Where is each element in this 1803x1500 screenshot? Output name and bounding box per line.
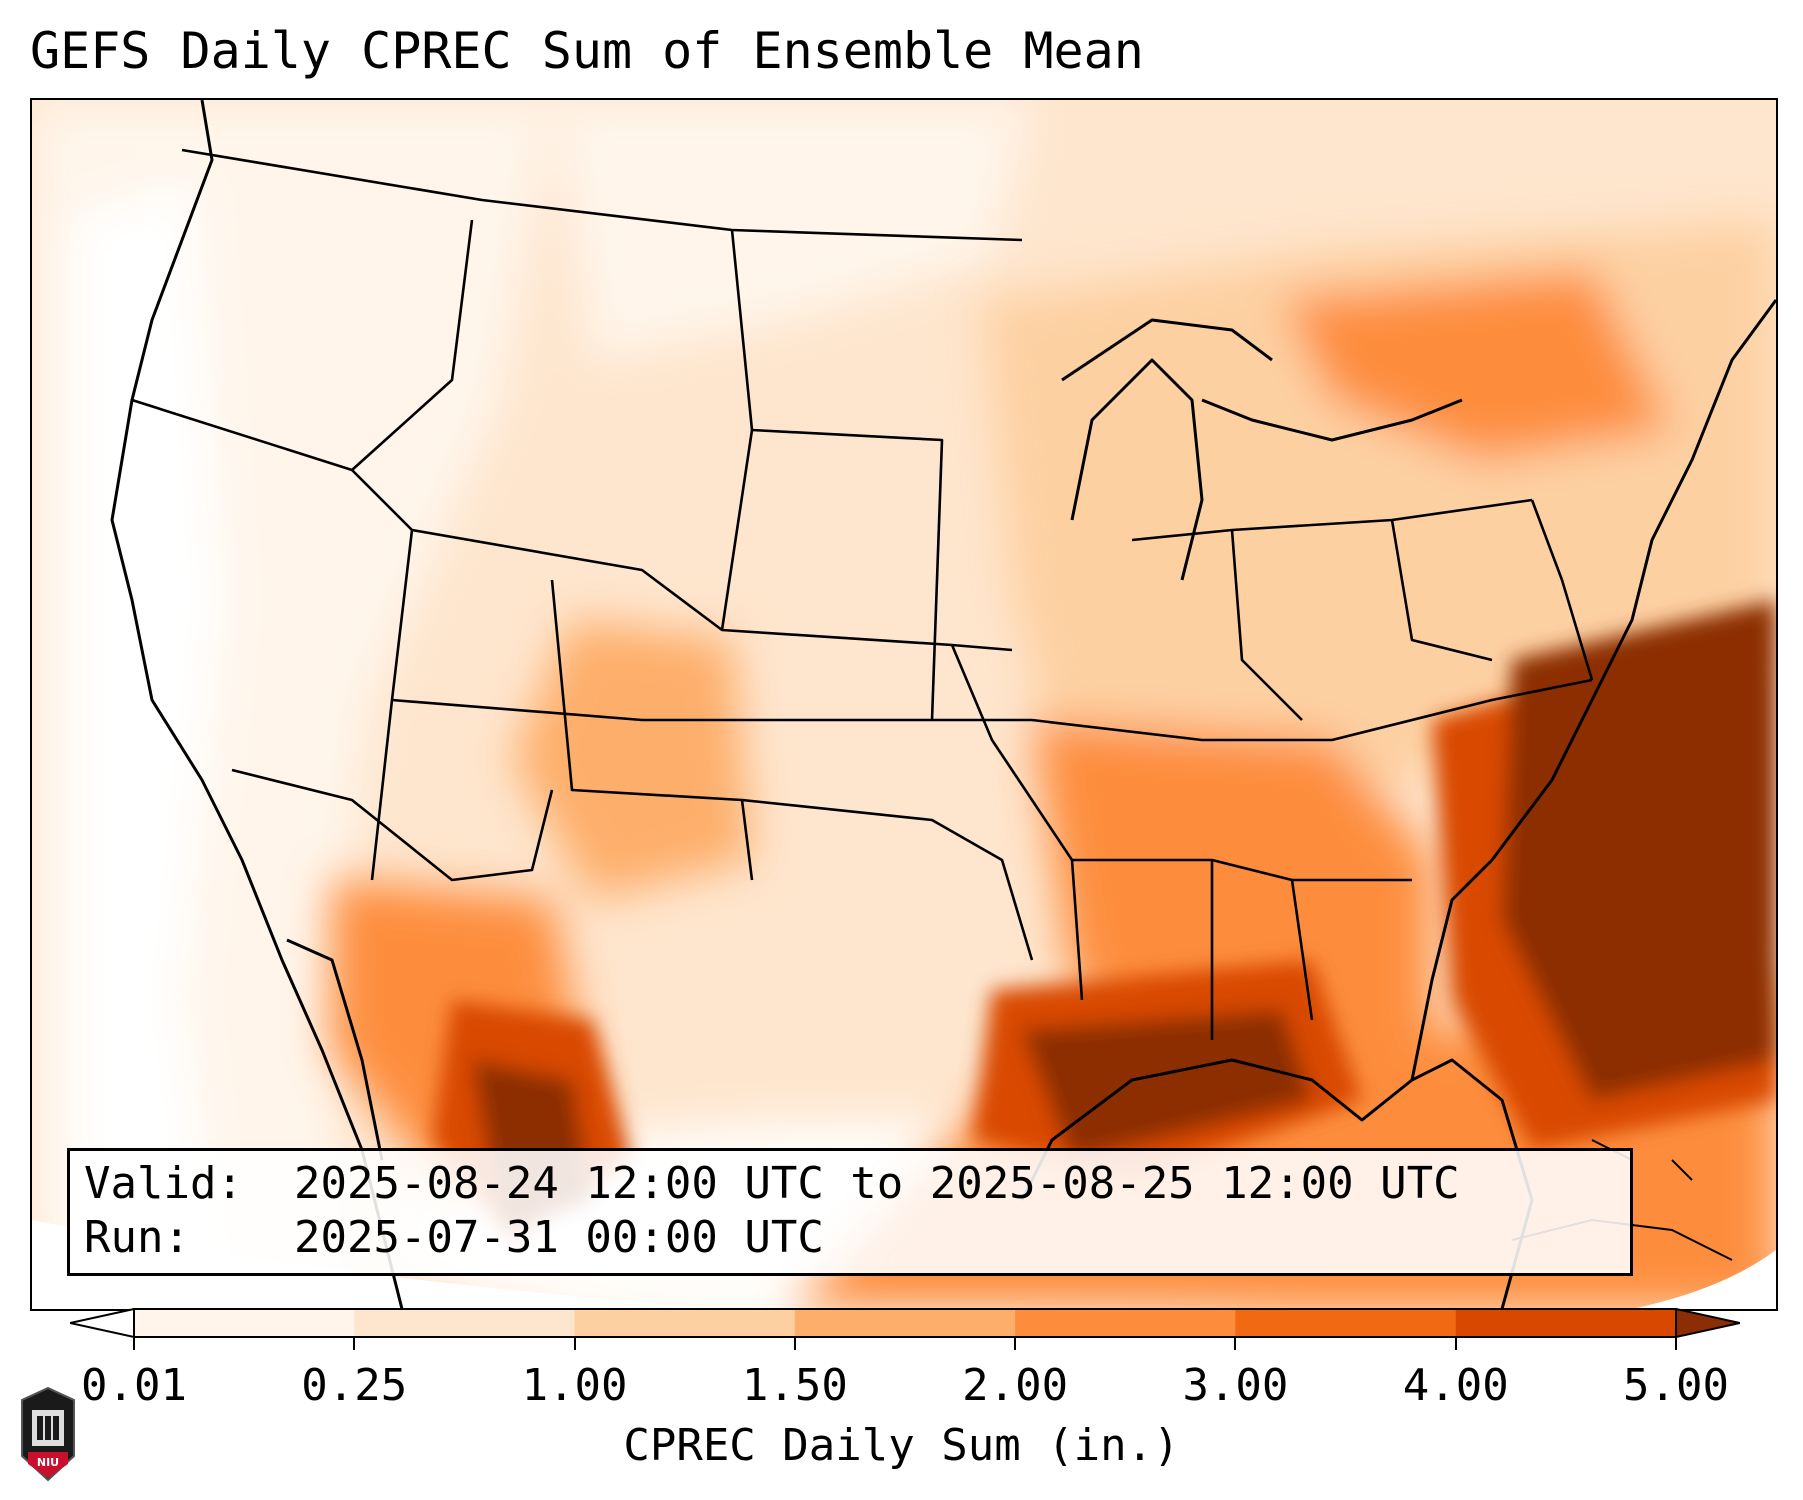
colorbar-segment bbox=[794, 1309, 1016, 1337]
colorbar-tick-label: 0.25 bbox=[301, 1360, 408, 1411]
colorbar-segment bbox=[1455, 1309, 1677, 1337]
colorbar bbox=[70, 1308, 1740, 1338]
colorbar-tick bbox=[1675, 1338, 1677, 1350]
colorbar-segment bbox=[574, 1309, 796, 1337]
projection-edge-left bbox=[32, 1220, 732, 1309]
valid-run-info-box: Valid: 2025-08-24 12:00 UTC to 2025-08-25… bbox=[67, 1148, 1633, 1276]
niu-logo: NIU bbox=[21, 1386, 75, 1482]
colorbar-tick bbox=[573, 1338, 576, 1350]
colorbar-tick-label: 5.00 bbox=[1623, 1360, 1729, 1411]
colorbar-tick-label: 3.00 bbox=[1182, 1360, 1289, 1411]
state-borders bbox=[131, 148, 1594, 1040]
colorbar-segment bbox=[1015, 1309, 1236, 1337]
run-label: Run: bbox=[84, 1212, 190, 1263]
colorbar-under-arrow bbox=[70, 1308, 135, 1338]
niu-logo-text: NIU bbox=[37, 1456, 59, 1469]
colorbar-frame bbox=[133, 1308, 1677, 1338]
colorbar-over-arrow bbox=[1675, 1308, 1740, 1338]
colorbar-ticks: 0.01 0.25 1.00 1.50 2.00 3.00 4.00 5.00 bbox=[0, 1338, 1803, 1418]
valid-label: Valid: bbox=[84, 1158, 243, 1209]
precip-map-canvas bbox=[32, 100, 1776, 1309]
precip-map bbox=[30, 98, 1778, 1311]
colorbar-tick bbox=[1234, 1338, 1237, 1350]
colorbar-label: CPREC Daily Sum (in.) bbox=[623, 1420, 1180, 1471]
colorbar-segment bbox=[354, 1309, 576, 1337]
colorbar-tick-label: 1.50 bbox=[741, 1360, 848, 1411]
colorbar-tick bbox=[133, 1338, 135, 1350]
colorbar-tick bbox=[353, 1338, 356, 1350]
projection-edge-right bbox=[1632, 1250, 1776, 1309]
valid-value: 2025-08-24 12:00 UTC to 2025-08-25 12:00… bbox=[294, 1158, 1460, 1209]
colorbar-tick-label: 1.00 bbox=[521, 1360, 628, 1411]
colorbar-tick-label: 2.00 bbox=[962, 1360, 1069, 1411]
coastlines bbox=[110, 100, 1776, 1309]
map-title: GEFS Daily CPREC Sum of Ensemble Mean bbox=[30, 22, 1144, 80]
valid-row: Valid: 2025-08-24 12:00 UTC to 2025-08-25… bbox=[84, 1157, 1616, 1211]
colorbar-tick bbox=[1454, 1338, 1457, 1350]
colorbar-tick-label: 0.01 bbox=[81, 1360, 187, 1411]
colorbar-segment bbox=[134, 1309, 355, 1337]
colorbar-tick-label: 4.00 bbox=[1402, 1360, 1509, 1411]
run-value: 2025-07-31 00:00 UTC bbox=[294, 1212, 824, 1263]
run-row: Run: 2025-07-31 00:00 UTC bbox=[84, 1211, 1616, 1265]
colorbar-tick bbox=[793, 1338, 796, 1350]
colorbar-segment bbox=[1235, 1309, 1457, 1337]
colorbar-tick bbox=[1014, 1338, 1017, 1350]
